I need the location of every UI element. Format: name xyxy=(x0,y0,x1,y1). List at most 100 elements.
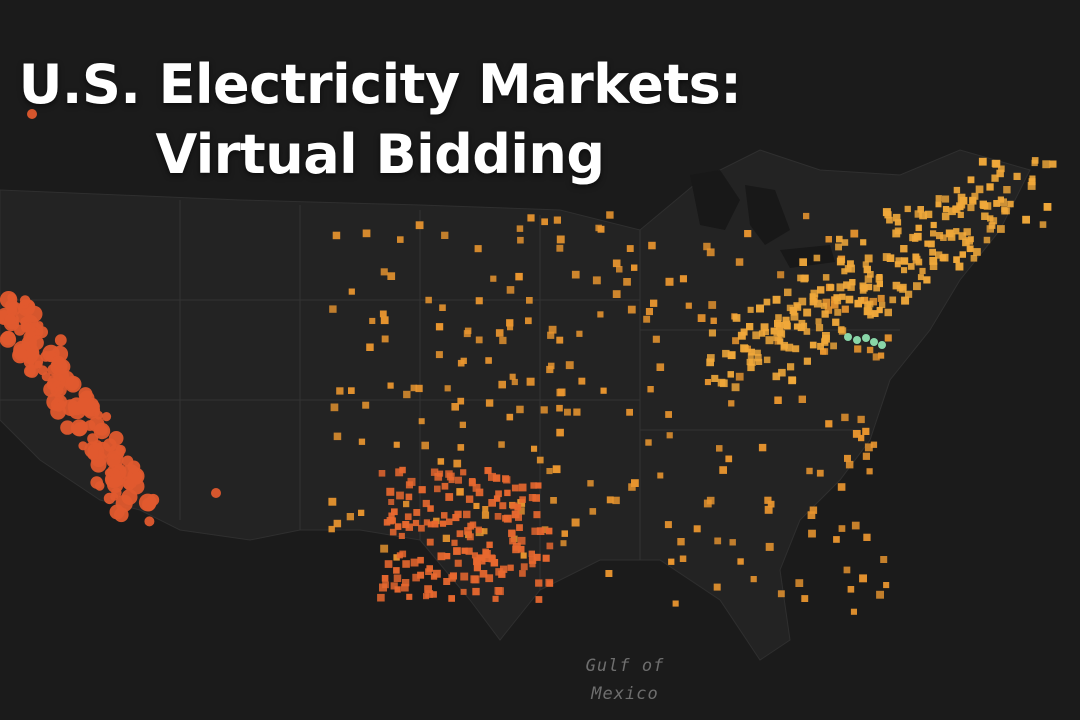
texas-node xyxy=(490,559,499,567)
eastern-node xyxy=(886,216,893,224)
eastern-node xyxy=(930,221,937,229)
texas-node xyxy=(405,523,413,531)
central-node xyxy=(474,245,482,253)
texas-node xyxy=(488,499,496,507)
central-node xyxy=(571,270,580,279)
central-node xyxy=(556,404,563,412)
texas-node xyxy=(493,495,501,502)
central-node xyxy=(531,445,538,452)
central-node xyxy=(550,497,557,504)
eastern-node xyxy=(798,319,806,327)
texas-node xyxy=(463,510,471,519)
eastern-node xyxy=(909,233,917,242)
central-node xyxy=(546,468,553,475)
eastern-node xyxy=(834,297,842,305)
texas-node xyxy=(396,491,404,500)
eastern-node xyxy=(936,232,944,240)
central-node xyxy=(820,348,827,355)
central-node xyxy=(556,235,565,244)
texas-node xyxy=(499,502,507,510)
central-node xyxy=(729,539,736,546)
texas-node xyxy=(519,496,526,503)
texas-node xyxy=(441,512,448,519)
eastern-node xyxy=(813,299,822,308)
texas-node xyxy=(386,517,394,525)
central-node xyxy=(332,231,341,240)
central-node xyxy=(737,558,744,565)
central-node xyxy=(859,574,867,583)
west-coast-node xyxy=(56,358,67,369)
eastern-node xyxy=(830,342,837,350)
central-node xyxy=(442,534,450,542)
central-node xyxy=(358,509,365,516)
eastern-node xyxy=(1007,200,1014,208)
eastern-node xyxy=(957,211,964,218)
eastern-node xyxy=(919,267,926,275)
eastern-node xyxy=(963,228,971,236)
central-node xyxy=(833,536,840,543)
central-node xyxy=(725,455,733,463)
eastern-node xyxy=(763,298,771,306)
eastern-node xyxy=(847,260,854,268)
texas-node xyxy=(379,583,387,592)
texas-node xyxy=(395,468,404,477)
texas-node xyxy=(502,515,509,522)
central-node xyxy=(808,529,816,538)
texas-node xyxy=(413,509,421,516)
title-line-2: Virtual Bidding xyxy=(155,123,605,186)
central-node xyxy=(831,301,839,309)
central-node xyxy=(648,241,656,250)
eastern-node xyxy=(834,308,842,316)
eastern-node xyxy=(882,253,891,261)
central-node xyxy=(657,472,664,479)
texas-node xyxy=(492,595,499,602)
eastern-node xyxy=(865,307,873,315)
central-node xyxy=(498,380,506,389)
texas-node xyxy=(486,541,493,548)
texas-node xyxy=(410,558,419,567)
central-node xyxy=(801,595,809,602)
texas-node xyxy=(388,512,395,519)
eastern-node xyxy=(940,234,947,241)
texas-node xyxy=(485,574,494,583)
eastern-node xyxy=(876,280,883,288)
central-node xyxy=(541,218,548,226)
eastern-node xyxy=(957,203,964,211)
texas-node xyxy=(434,485,441,493)
central-node xyxy=(735,372,744,381)
central-node xyxy=(526,297,533,304)
central-node xyxy=(665,411,672,418)
central-node xyxy=(703,499,712,508)
central-node xyxy=(844,454,851,462)
west-coast-node xyxy=(121,489,138,505)
texas-node xyxy=(441,482,449,490)
eastern-node xyxy=(929,257,938,265)
central-node xyxy=(481,528,488,535)
texas-node xyxy=(479,570,488,578)
eastern-node xyxy=(747,306,754,313)
central-node xyxy=(668,558,675,565)
west-coast-node xyxy=(19,295,31,306)
central-node xyxy=(708,301,717,309)
central-node xyxy=(883,582,890,589)
central-node xyxy=(482,506,489,513)
texas-node xyxy=(402,579,410,587)
central-node xyxy=(475,336,483,344)
central-node xyxy=(506,413,514,421)
texas-node xyxy=(418,486,426,494)
central-node xyxy=(527,214,535,222)
eastern-node xyxy=(813,254,821,262)
central-node xyxy=(536,456,544,464)
central-node xyxy=(643,315,651,323)
central-node xyxy=(767,500,775,508)
eastern-node xyxy=(792,345,800,353)
eastern-node xyxy=(940,253,949,262)
texas-node xyxy=(465,547,473,555)
eastern-node xyxy=(815,318,822,325)
texas-node xyxy=(482,550,491,558)
texas-node xyxy=(482,555,490,562)
central-node xyxy=(750,576,757,583)
central-node xyxy=(379,310,387,318)
eastern-node xyxy=(817,286,825,294)
